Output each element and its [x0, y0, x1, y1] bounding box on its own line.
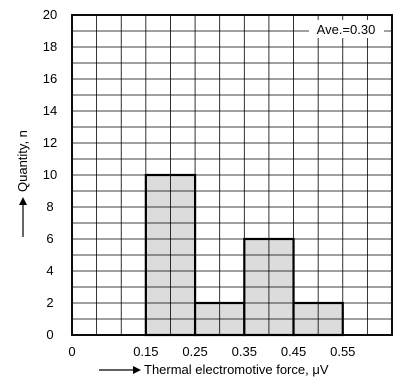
- y-tick-label: 14: [43, 103, 57, 118]
- y-tick-label: 2: [46, 295, 53, 310]
- y-tick-label: 10: [43, 167, 57, 182]
- x-axis-arrow-head: [133, 366, 141, 374]
- y-tick-label: 0: [46, 327, 53, 342]
- annotation-background: [309, 20, 384, 38]
- x-tick-label: 0.15: [133, 344, 158, 359]
- x-tick-label: 0: [68, 344, 75, 359]
- x-tick-label: 0.45: [281, 344, 306, 359]
- annotation-text: Ave.=0.30: [317, 22, 376, 37]
- y-tick-label: 12: [43, 135, 57, 150]
- y-axis-label: Quantity, n: [15, 130, 30, 192]
- y-tick-label: 8: [46, 199, 53, 214]
- y-tick-label: 16: [43, 71, 57, 86]
- x-tick-label: 0.25: [182, 344, 207, 359]
- y-tick-label: 18: [43, 39, 57, 54]
- y-axis-arrow-head: [19, 197, 27, 205]
- plot-border: [71, 14, 393, 336]
- y-tick-label: 6: [46, 231, 53, 246]
- x-axis-label: Thermal electromotive force, μV: [144, 362, 329, 377]
- y-tick-label: 4: [46, 263, 53, 278]
- x-tick-label: 0.55: [330, 344, 355, 359]
- x-tick-label: 0.35: [232, 344, 257, 359]
- y-tick-label: 20: [43, 7, 57, 22]
